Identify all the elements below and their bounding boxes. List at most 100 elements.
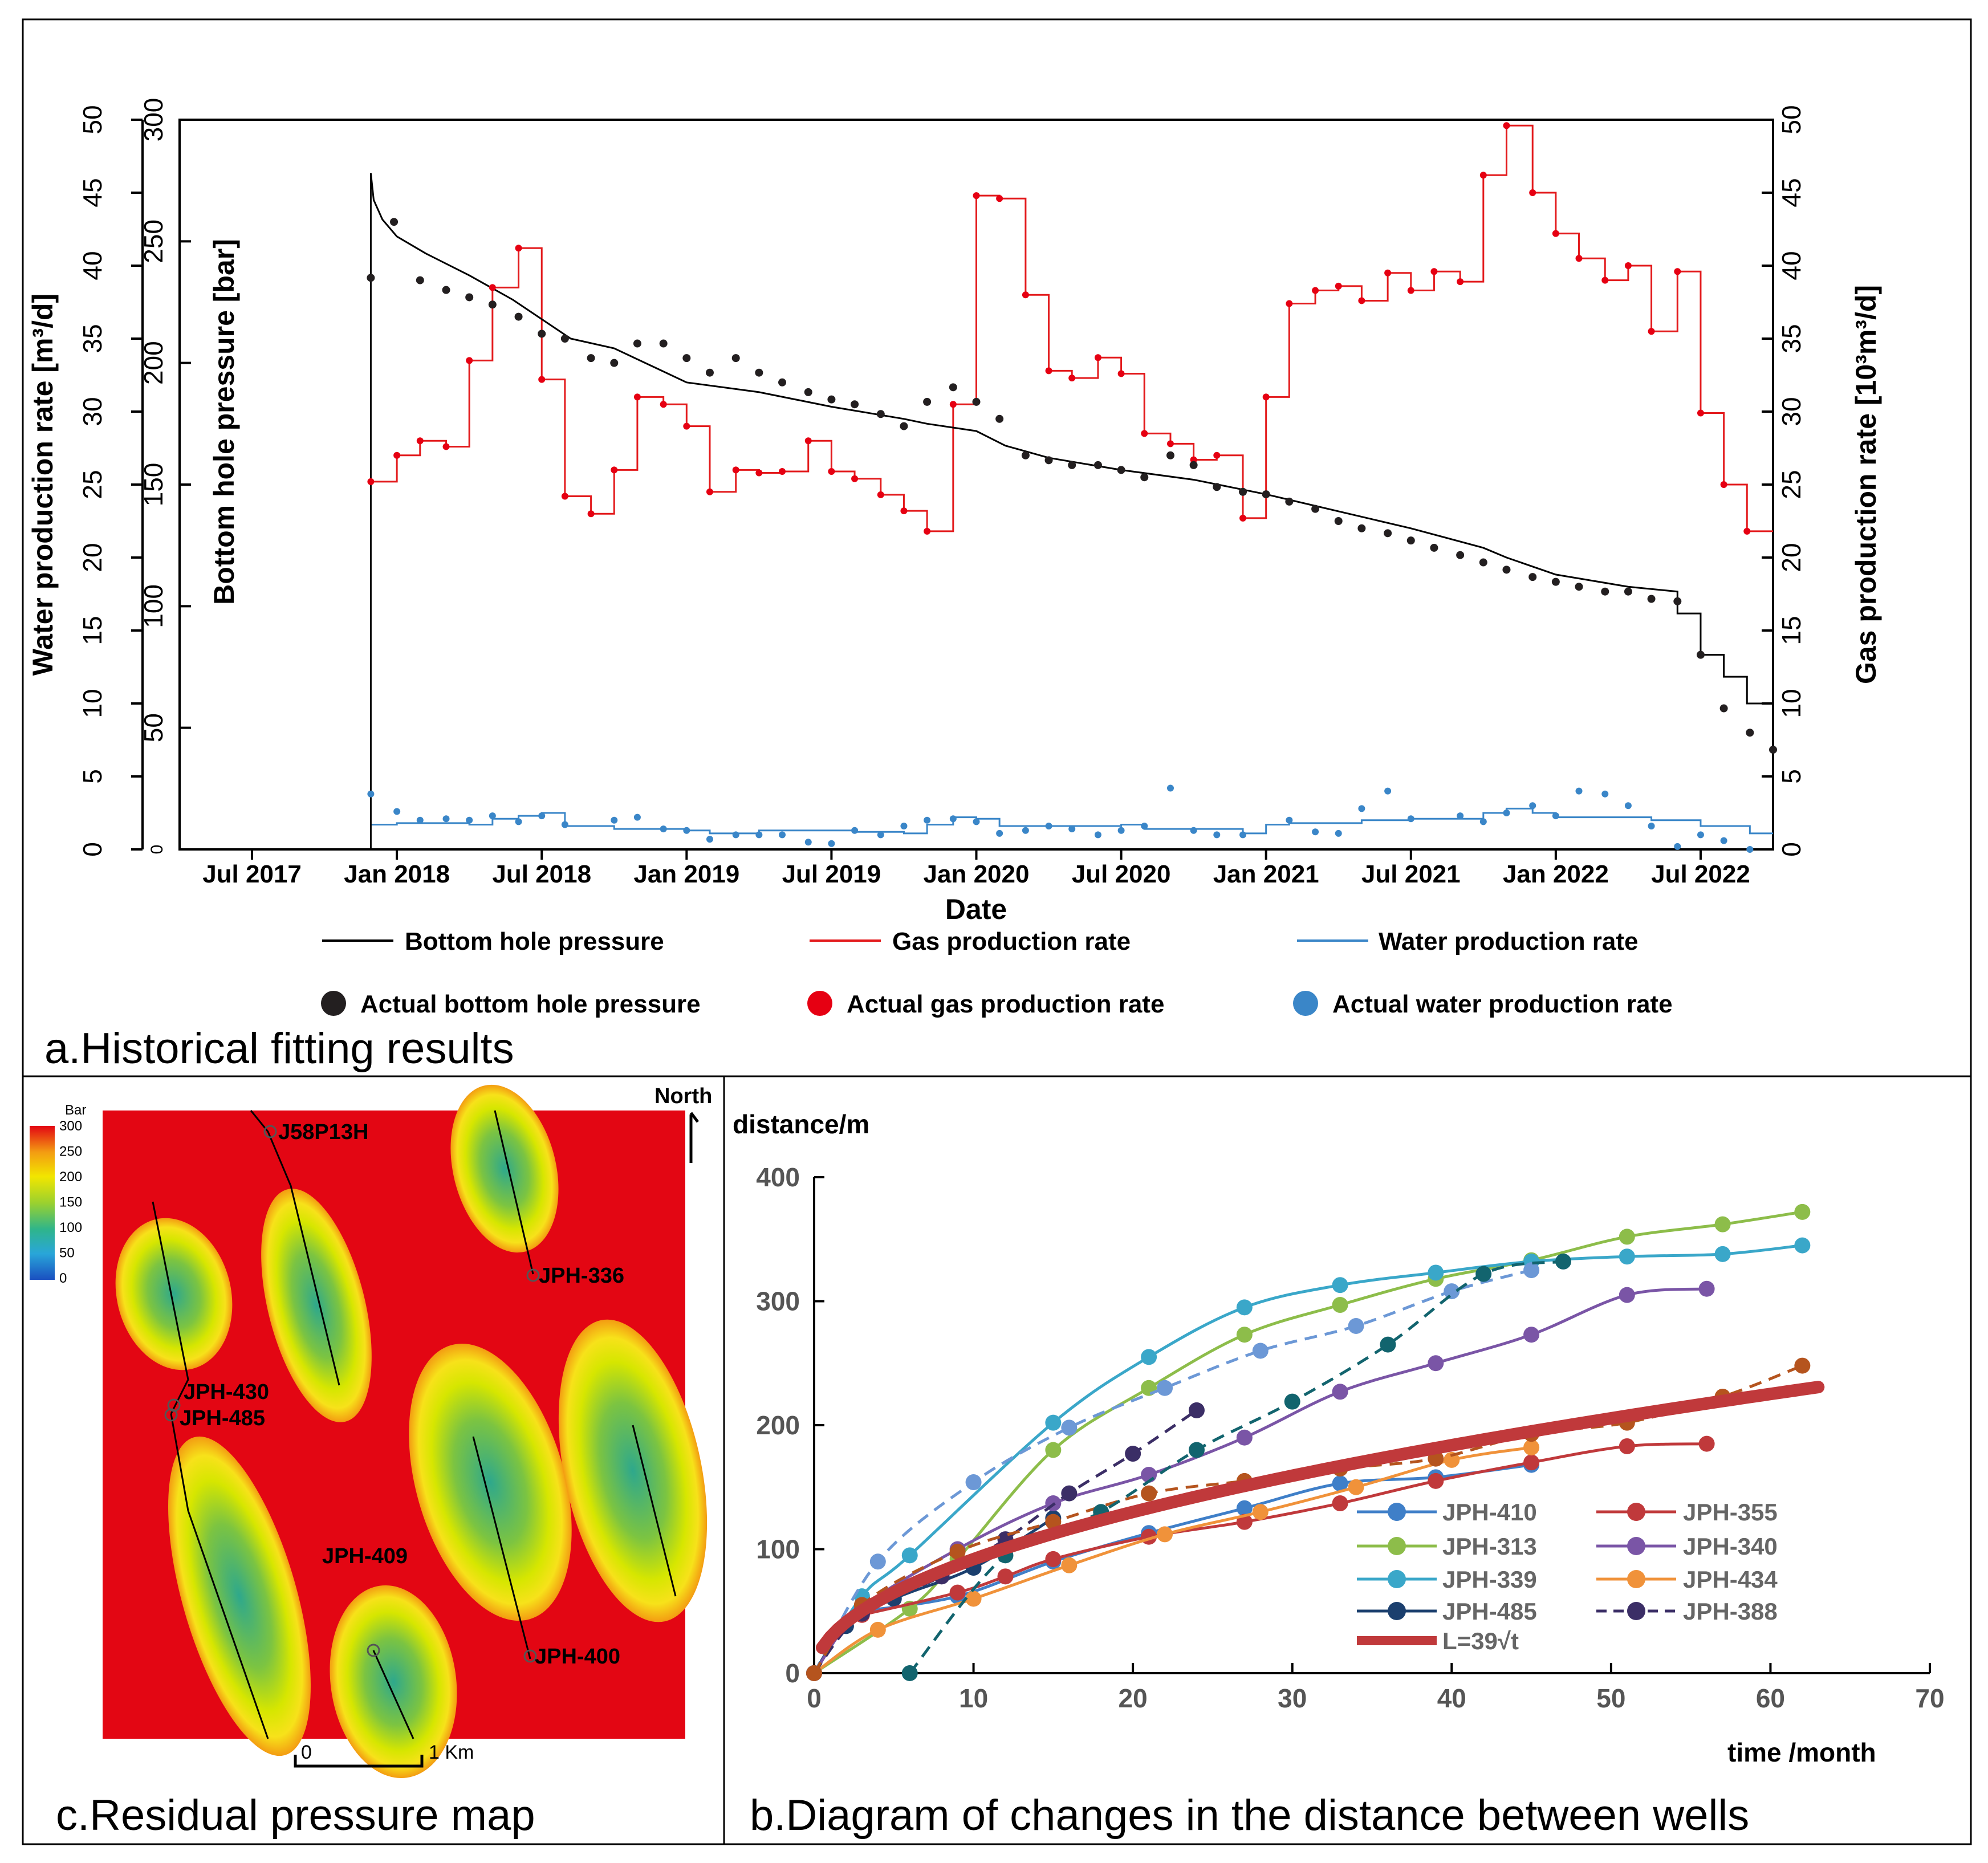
actual-water-point — [1190, 827, 1197, 834]
colorbar-tick-label: 0 — [59, 1271, 67, 1286]
pressure-tick-label: 200 — [139, 341, 168, 385]
actual-gas-point — [587, 510, 595, 518]
legend-dot-gas — [807, 991, 832, 1016]
actual-water-point — [1022, 827, 1029, 834]
actual-water-point — [1575, 787, 1583, 795]
trajectory-east — [632, 1425, 677, 1597]
actual-water-point — [973, 818, 980, 825]
actual-pressure-point — [1769, 746, 1777, 754]
actual-pressure-point — [1551, 577, 1560, 586]
actual-water-point — [1286, 816, 1293, 824]
time-axis-label: time /month — [1727, 1738, 1876, 1767]
actual-gas-point — [1720, 481, 1727, 488]
zone-jph-336 — [450, 1084, 559, 1253]
actual-water-point — [924, 816, 931, 824]
actual-water-point — [1674, 843, 1681, 850]
actual-gas-point — [442, 443, 450, 450]
actual-pressure-point — [995, 414, 1004, 423]
actual-pressure-point — [1479, 558, 1487, 567]
legend-b-jph-340-dot — [1627, 1537, 1645, 1555]
point-jph-355 — [1619, 1438, 1635, 1454]
actual-gas-point — [1022, 291, 1029, 299]
water-production-line — [371, 807, 1773, 835]
legend-b-jph-313-dot — [1388, 1537, 1406, 1555]
time-tick-label: 40 — [1437, 1683, 1466, 1713]
colorbar-tick-label: 150 — [59, 1195, 82, 1210]
point-jph-355 — [1045, 1551, 1062, 1567]
point-jph-355-dashed — [1045, 1514, 1062, 1530]
point-jph-339 — [1045, 1414, 1062, 1431]
panel-a-caption: a.Historical fitting results — [44, 1024, 514, 1073]
north-arrow-head — [690, 1112, 699, 1123]
actual-water-point — [1624, 802, 1632, 810]
actual-pressure-point — [560, 335, 569, 343]
point-jph-313 — [1236, 1327, 1253, 1343]
actual-water-point — [828, 840, 835, 847]
series-jph-355 — [861, 1442, 1707, 1617]
date-tick-label: Jan 2019 — [633, 860, 739, 888]
actual-gas-point — [804, 437, 812, 445]
actual-water-point — [1384, 787, 1392, 795]
actual-water-point — [466, 816, 473, 824]
actual-water-point — [1141, 823, 1148, 830]
actual-pressure-point — [876, 410, 885, 418]
actual-gas-point — [1479, 172, 1487, 179]
zone-west-1 — [115, 1218, 233, 1370]
pressure-axis-label: Bottom hole pressure [bar] — [208, 239, 240, 605]
well-label-jph-409: JPH-409 — [322, 1544, 408, 1568]
point-jph-485-dashed — [1380, 1336, 1396, 1353]
distance-tick-label: 300 — [756, 1287, 800, 1316]
point-jph-340 — [1619, 1287, 1635, 1303]
date-tick-label: Jul 2020 — [1072, 860, 1171, 888]
trajectory-jph-336 — [494, 1110, 534, 1275]
point-jph-434 — [1348, 1479, 1364, 1495]
well-marker-jph-409 — [367, 1644, 380, 1657]
actual-pressure-point — [390, 218, 399, 226]
actual-gas-point — [1117, 370, 1125, 377]
point-jph-434 — [1252, 1504, 1269, 1520]
water-tick-label: 25 — [78, 470, 107, 499]
actual-pressure-point — [1384, 529, 1392, 538]
point-jph-410 — [1236, 1500, 1253, 1516]
actual-gas-point — [633, 393, 641, 401]
actual-pressure-point — [1311, 505, 1320, 513]
actual-gas-point — [1407, 287, 1414, 294]
actual-gas-point — [660, 401, 667, 408]
pressure-tick-label: 300 — [139, 98, 168, 142]
date-tick-label: Jul 2021 — [1361, 860, 1461, 888]
panel-b-legend: JPH-410 JPH-355 JPH-313 JPH-340 JPH-339 … — [1357, 1499, 1778, 1654]
panel-c-caption: c.Residual pressure map — [56, 1791, 535, 1840]
actual-pressure-point — [1239, 487, 1247, 496]
actual-pressure-point — [442, 286, 450, 294]
actual-pressure-point — [731, 354, 740, 363]
time-tick-label: 0 — [807, 1683, 822, 1713]
actual-water-point — [996, 829, 1003, 837]
actual-pressure-point — [514, 312, 523, 321]
actual-gas-point — [416, 437, 424, 445]
actual-water-point — [851, 827, 859, 834]
well-label-jph-485: JPH-485 — [180, 1406, 265, 1430]
actual-gas-point — [683, 422, 690, 430]
point-jph-434 — [965, 1591, 982, 1607]
actual-water-point — [683, 827, 690, 834]
well-trajectories — [152, 1110, 677, 1739]
actual-pressure-point — [538, 330, 546, 338]
actual-pressure-point — [1456, 551, 1465, 559]
actual-pressure-point — [587, 354, 595, 363]
actual-water-point — [1529, 802, 1536, 810]
date-tick-label: Jul 2018 — [492, 860, 591, 888]
actual-gas-point — [1384, 269, 1392, 276]
actual-water-point — [877, 831, 884, 839]
point-jph-340 — [1698, 1280, 1715, 1297]
legend-b-jph-485-label: JPH-485 — [1442, 1598, 1537, 1625]
actual-gas-point — [1213, 451, 1221, 459]
panel-b-caption: b.Diagram of changes in the distance bet… — [750, 1791, 1749, 1840]
actual-pressure-point — [1528, 573, 1537, 581]
point-jph-485-dashed — [1555, 1253, 1571, 1270]
date-axis-label: Date — [945, 893, 1007, 925]
distance-tick-label: 0 — [785, 1658, 800, 1688]
point-jph-410-dashed — [965, 1474, 982, 1491]
trajectory-west — [152, 1201, 189, 1414]
actual-pressure-point — [705, 368, 714, 377]
point-jph-434 — [1444, 1451, 1460, 1468]
